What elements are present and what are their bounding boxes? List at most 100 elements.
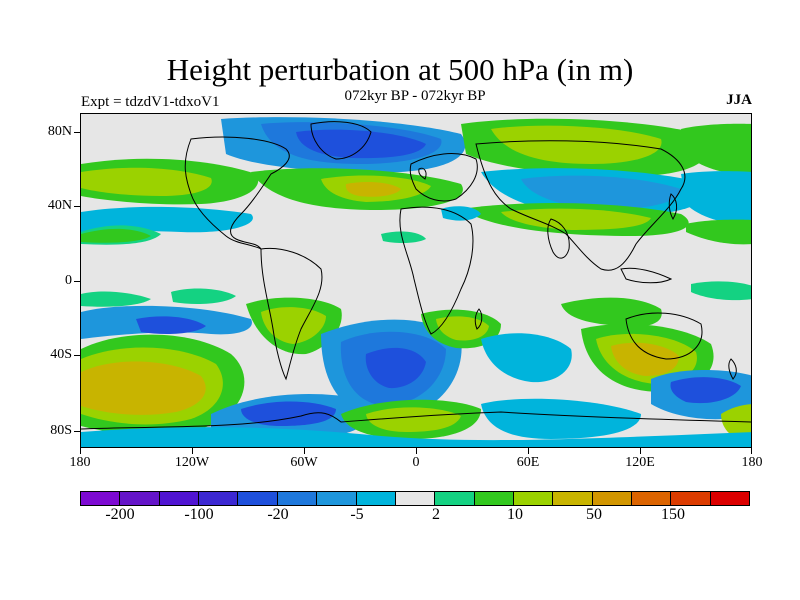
colorbar-label: 50 xyxy=(586,506,602,523)
colorbar-swatch xyxy=(395,492,436,505)
colorbar-label: 10 xyxy=(507,506,523,523)
lon-tick xyxy=(751,448,752,454)
contour-region xyxy=(721,404,751,441)
lon-tick xyxy=(80,448,81,454)
coastline-outlines xyxy=(81,121,751,430)
lon-label: 180 xyxy=(69,455,91,470)
colorbar-label: -20 xyxy=(267,506,289,523)
coastline-asia xyxy=(475,140,686,271)
lon-label: 60E xyxy=(516,455,540,470)
colorbar-swatch xyxy=(159,492,200,505)
lat-label: 40S xyxy=(50,347,72,362)
lon-label: 180 xyxy=(741,455,763,470)
coastline-australia xyxy=(625,312,703,360)
colorbar-swatch xyxy=(710,492,750,505)
lon-label: 120E xyxy=(625,455,655,470)
coastline-antarctica xyxy=(81,411,751,430)
colorbar-label: 2 xyxy=(432,506,440,523)
contour-regions xyxy=(81,117,751,447)
lat-tick xyxy=(74,431,80,432)
lat-tick xyxy=(74,206,80,207)
contour-region xyxy=(686,219,751,245)
contour-region xyxy=(681,171,751,225)
colorbar-label: -200 xyxy=(105,506,135,523)
coastline-europe xyxy=(409,153,478,202)
contour-region xyxy=(366,407,461,432)
contour-region xyxy=(81,361,206,415)
lat-tick xyxy=(74,132,80,133)
lat-label: 80S xyxy=(50,423,72,438)
lon-tick xyxy=(416,448,417,454)
colorbar-swatch xyxy=(238,492,278,505)
coastline-india xyxy=(547,218,570,259)
colorbar-label: 150 xyxy=(661,506,685,523)
colorbar-swatch xyxy=(671,492,711,505)
lat-tick xyxy=(74,355,80,356)
contour-region xyxy=(691,281,751,301)
lat-label: 40N xyxy=(47,198,72,213)
contour-region xyxy=(501,208,651,230)
lon-label: 0 xyxy=(412,455,420,470)
contour-map-svg xyxy=(81,114,751,447)
lon-tick xyxy=(528,448,529,454)
colorbar-swatch xyxy=(356,492,396,505)
contour-region xyxy=(171,288,236,304)
experiment-label: Expt = tdzdV1-tdxoV1 xyxy=(81,94,220,110)
lon-tick xyxy=(304,448,305,454)
coastline-north-america xyxy=(184,136,290,250)
colorbar-swatch xyxy=(632,492,672,505)
coastline-japan xyxy=(668,193,678,220)
colorbar-swatch xyxy=(513,492,554,505)
contour-region xyxy=(261,307,326,344)
contour-region xyxy=(81,167,212,196)
coastline-south-america xyxy=(260,247,323,381)
contour-region xyxy=(296,129,426,159)
lon-label: 60W xyxy=(290,455,318,470)
contour-region xyxy=(441,206,481,221)
contour-region xyxy=(521,175,681,209)
map-plot-area xyxy=(80,113,752,448)
coastline-new-zealand xyxy=(728,358,737,380)
map-subtitle: 072kyr BP - 072kyr BP xyxy=(344,88,486,104)
contour-region xyxy=(561,297,662,327)
coastline-africa xyxy=(399,206,474,335)
season-label: JJA xyxy=(726,92,752,108)
colorbar-label: -100 xyxy=(184,506,214,523)
coastline-se-asia xyxy=(620,267,673,284)
contour-region xyxy=(481,398,641,439)
contour-region xyxy=(611,342,679,376)
colorbar-swatch xyxy=(592,492,633,505)
map-title: Height perturbation at 500 hPa (in m) xyxy=(166,52,634,87)
colorbar-swatch xyxy=(199,492,239,505)
colorbar xyxy=(80,491,750,506)
coastline-greenland xyxy=(310,121,372,160)
contour-region xyxy=(365,347,426,389)
colorbar-swatch xyxy=(81,492,121,505)
coastline-uk xyxy=(418,167,427,180)
lon-tick xyxy=(192,448,193,454)
colorbar-swatch xyxy=(435,492,475,505)
contour-region xyxy=(241,401,336,426)
lat-tick xyxy=(74,281,80,282)
colorbar-swatch xyxy=(474,492,514,505)
colorbar-swatch xyxy=(277,492,318,505)
contour-region xyxy=(381,231,426,244)
contour-region xyxy=(670,377,741,404)
contour-region xyxy=(81,228,151,243)
contour-region xyxy=(136,316,206,334)
coastline-madagascar xyxy=(474,308,483,330)
lon-label: 120W xyxy=(174,455,210,470)
contour-region xyxy=(345,181,401,197)
lat-label: 80N xyxy=(47,124,72,139)
lon-tick xyxy=(640,448,641,454)
colorbar-swatch xyxy=(120,492,160,505)
contour-region xyxy=(81,291,151,307)
colorbar-label: -5 xyxy=(350,506,364,523)
contour-region xyxy=(81,427,751,447)
contour-region xyxy=(491,125,662,164)
lat-label: 0 xyxy=(65,273,72,288)
contour-region xyxy=(481,333,572,383)
contour-region xyxy=(681,123,751,175)
colorbar-swatch xyxy=(317,492,357,505)
colorbar-swatch xyxy=(553,492,593,505)
